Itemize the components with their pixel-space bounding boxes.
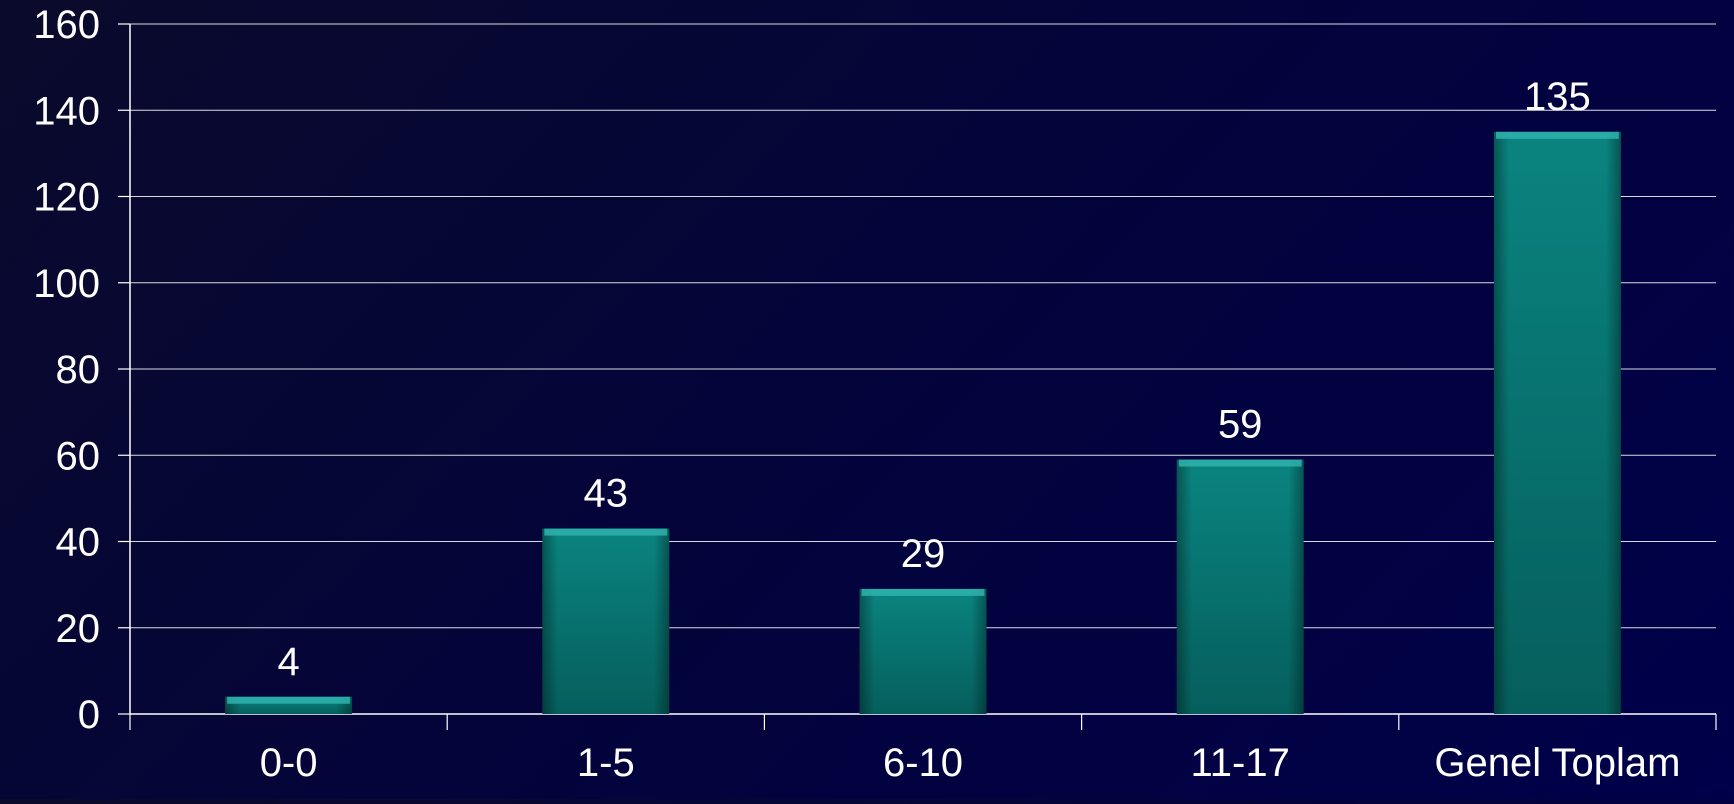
bar (859, 588, 987, 714)
y-tick-label: 120 (33, 176, 100, 220)
bar (542, 528, 670, 714)
x-tick-labels: 0-0 1-5 6-10 11-17 Genel Toplam (260, 741, 1681, 785)
bar-shade (542, 528, 670, 714)
bar-shade (1493, 131, 1621, 714)
bar-shade (859, 588, 987, 714)
bar (225, 696, 353, 714)
bar-top-highlight (227, 696, 351, 704)
bar-top-highlight (544, 528, 668, 536)
bar (1176, 459, 1304, 714)
gridlines (130, 23, 1716, 629)
data-label: 135 (1524, 75, 1591, 119)
bar-top-highlight (1178, 459, 1302, 467)
x-tick-label: 1-5 (577, 741, 635, 785)
bar (1493, 131, 1621, 714)
x-tick-label: 0-0 (260, 741, 318, 785)
bar-top-highlight (861, 588, 985, 596)
x-tick-label: 6-10 (883, 741, 963, 785)
bar-shade (1176, 459, 1304, 714)
y-tick-label: 60 (56, 434, 101, 478)
bars (225, 131, 1621, 714)
y-tick-label: 20 (56, 607, 101, 651)
bar-top-highlight (1495, 131, 1619, 139)
y-tick-label: 80 (56, 348, 101, 392)
data-labels: 4 43 29 59 135 (277, 75, 1590, 684)
y-tick-label: 40 (56, 521, 101, 565)
y-tick-labels: 0 20 40 60 80 100 120 140 160 (33, 3, 100, 737)
data-label: 4 (277, 640, 299, 684)
y-tick-label: 100 (33, 262, 100, 306)
data-label: 29 (901, 532, 946, 576)
data-label: 59 (1218, 403, 1263, 447)
data-label: 43 (584, 472, 629, 516)
x-tick-label: 11-17 (1191, 741, 1290, 785)
y-tick-label: 140 (33, 89, 100, 133)
y-tick-label: 0 (78, 693, 100, 737)
y-tick-label: 160 (33, 3, 100, 47)
x-tick-label: Genel Toplam (1434, 741, 1680, 785)
